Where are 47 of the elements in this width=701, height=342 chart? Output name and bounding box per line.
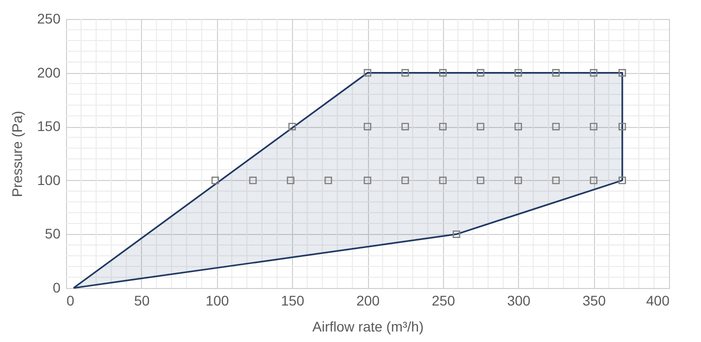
y-tick-label: 50 — [44, 226, 61, 242]
y-tick-label: 200 — [37, 64, 61, 80]
x-tick-label: 350 — [582, 292, 606, 308]
point — [552, 176, 560, 184]
point — [476, 122, 484, 130]
point — [439, 122, 447, 130]
x-axis-title: Airflow rate (m³/h) — [312, 318, 424, 334]
y-tick-label: 250 — [37, 10, 61, 26]
y-tick-label: 0 — [52, 280, 61, 296]
x-tick-label: 50 — [134, 292, 150, 308]
x-tick-label: 400 — [646, 292, 670, 308]
point — [324, 176, 332, 184]
point — [364, 176, 372, 184]
point — [439, 69, 447, 77]
point — [618, 122, 626, 130]
point — [288, 122, 296, 130]
point — [514, 122, 522, 130]
point — [439, 176, 447, 184]
point — [249, 176, 257, 184]
point — [552, 122, 560, 130]
point — [452, 230, 460, 238]
x-tick-label: 300 — [507, 292, 531, 308]
point — [552, 69, 560, 77]
point — [364, 69, 372, 77]
point — [476, 176, 484, 184]
point — [476, 69, 484, 77]
point — [618, 176, 626, 184]
point — [401, 176, 409, 184]
y-tick-label: 150 — [37, 118, 61, 134]
x-tick-label: 0 — [66, 292, 74, 308]
point — [401, 69, 409, 77]
point — [590, 69, 598, 77]
point — [364, 122, 372, 130]
y-tick-label: 100 — [37, 172, 61, 188]
point — [401, 122, 409, 130]
point — [514, 176, 522, 184]
point — [286, 176, 294, 184]
x-tick-label: 250 — [432, 292, 456, 308]
point — [211, 176, 220, 184]
x-tick-label: 100 — [206, 292, 230, 308]
x-tick-label: 200 — [356, 292, 380, 308]
point — [590, 122, 598, 130]
point — [618, 69, 626, 77]
point — [590, 176, 598, 184]
point — [514, 69, 522, 77]
x-tick-label: 150 — [280, 292, 305, 308]
y-axis-title: Pressure (Pa) — [9, 110, 26, 198]
